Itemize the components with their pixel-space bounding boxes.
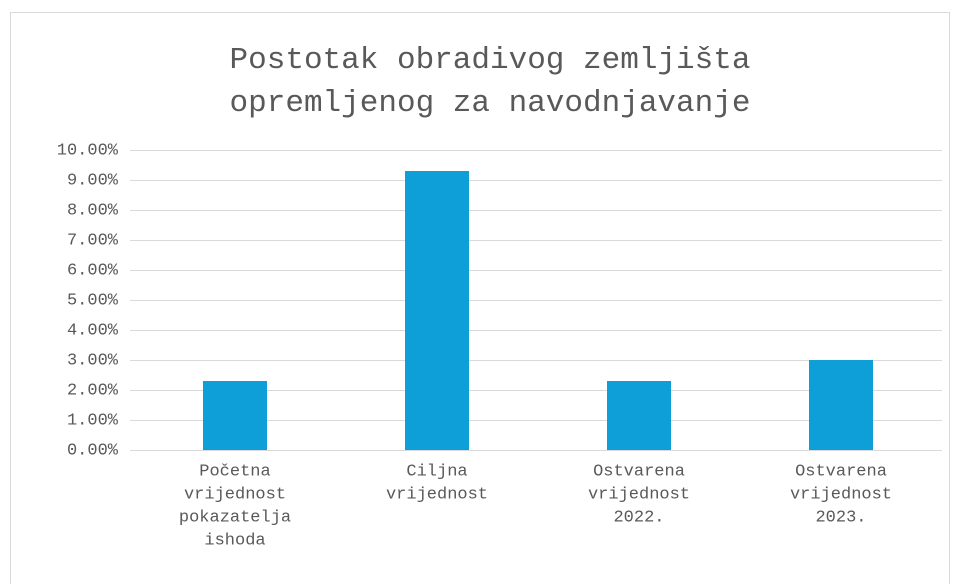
x-tick-label: 2023. <box>815 508 866 527</box>
chart-title: opremljenog za navodnjavanje <box>230 86 751 121</box>
x-tick-label: vrijednost <box>386 485 488 504</box>
bar <box>809 360 873 450</box>
y-tick-label: 0.00% <box>67 441 119 460</box>
chart-title: Postotak obradivog zemljišta <box>230 43 751 78</box>
y-tick-label: 4.00% <box>67 321 119 340</box>
y-tick-label: 8.00% <box>67 201 119 220</box>
x-tick-label: pokazatelja <box>179 508 291 527</box>
x-tick-label: Početna <box>199 462 270 481</box>
x-tick-label: Ostvarena <box>593 462 685 481</box>
y-tick-label: 1.00% <box>67 411 119 430</box>
y-tick-label: 3.00% <box>67 351 119 370</box>
chart-frame <box>10 12 950 584</box>
x-tick-label: Ostvarena <box>795 462 887 481</box>
bar <box>203 381 267 450</box>
x-tick-label: vrijednost <box>790 485 892 504</box>
y-tick-label: 7.00% <box>67 231 119 250</box>
bar <box>607 381 671 450</box>
y-tick-label: 9.00% <box>67 171 119 190</box>
x-tick-label: ishoda <box>204 531 265 550</box>
x-tick-label: vrijednost <box>588 485 690 504</box>
x-tick-label: vrijednost <box>184 485 286 504</box>
y-tick-label: 5.00% <box>67 291 119 310</box>
bar <box>405 171 469 450</box>
y-tick-label: 2.00% <box>67 381 119 400</box>
y-tick-label: 10.00% <box>57 141 119 160</box>
x-tick-label: 2022. <box>613 508 664 527</box>
x-tick-label: Ciljna <box>406 462 467 481</box>
y-tick-label: 6.00% <box>67 261 119 280</box>
